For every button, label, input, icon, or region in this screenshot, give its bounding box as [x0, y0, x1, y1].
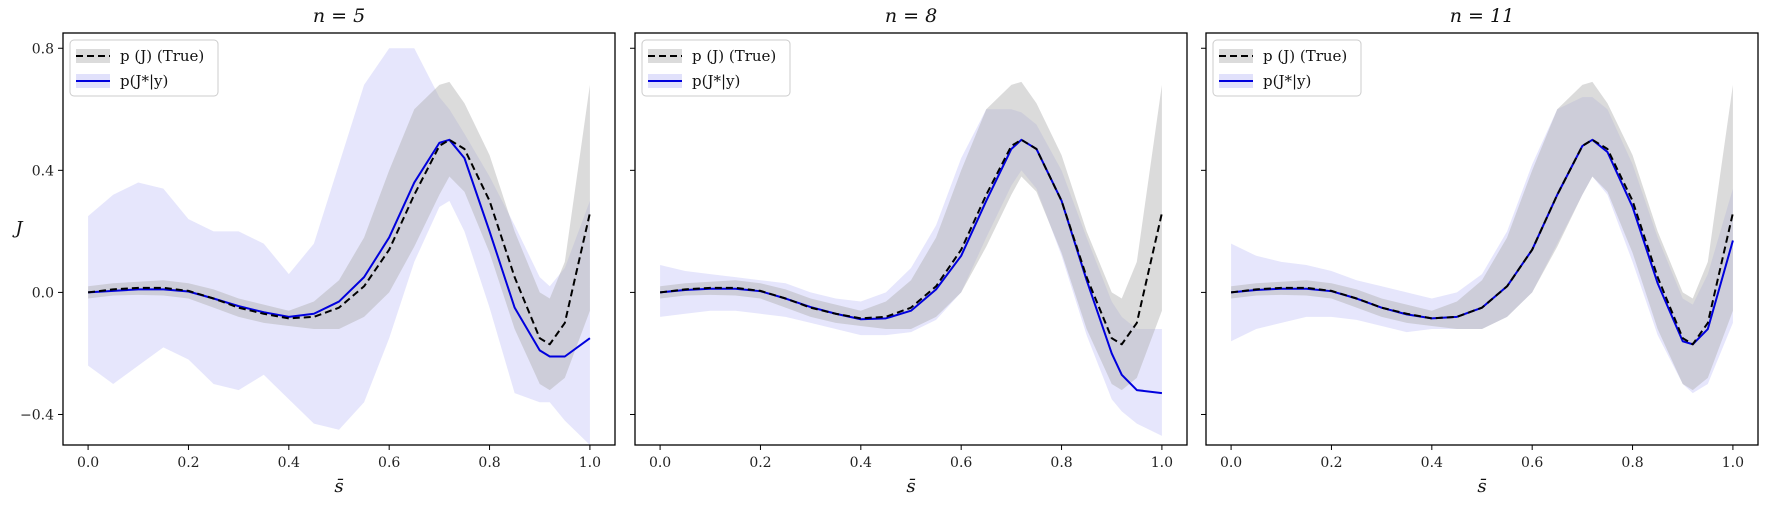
legend-pred-label-n5: p(J*|y) — [120, 72, 168, 90]
legend-pred-label-n8: p(J*|y) — [692, 72, 740, 90]
legend-n8: p (J) (True) p(J*|y) — [641, 39, 791, 97]
x-ticks-n11: 0.0 0.2 0.4 0.6 0.8 1.0 — [1220, 445, 1744, 471]
panel-title-n5: n = 5 — [313, 5, 365, 27]
y-tick-label: 0.0 — [32, 285, 54, 301]
legend-n11: p (J) (True) p(J*|y) — [1212, 39, 1362, 97]
panel-n8: n = 8 s̄ 0.0 0.2 0.4 0.6 0.8 1.0 p (J) (True)… — [630, 5, 1188, 497]
true-mean-line — [659, 138, 1163, 346]
panel-n11: n = 11 s̄ 0.0 0.2 0.4 0.6 0.8 1.0 p (J) (True… — [1201, 5, 1759, 497]
x-tick-label: 0.8 — [478, 455, 500, 471]
x-tick-label: 1.0 — [1151, 455, 1173, 471]
series-layer — [87, 48, 591, 445]
x-tick-label: 0.8 — [1621, 455, 1643, 471]
plot-area-n11 — [1230, 81, 1734, 394]
x-tick-label: 1.0 — [1722, 455, 1744, 471]
true-mean-line — [1230, 138, 1734, 346]
x-tick-label: 0.4 — [1421, 455, 1443, 471]
legend-true-label-n5: p (J) (True) — [120, 47, 204, 65]
y-tick-label: −0.4 — [20, 407, 54, 423]
x-tick-label: 1.0 — [579, 455, 601, 471]
axes-frame-n5 — [62, 32, 616, 446]
legend-pred-label-n11: p(J*|y) — [1263, 72, 1311, 90]
x-axis-label-n8: s̄ — [906, 476, 915, 497]
y-ticks-n11 — [1201, 47, 1206, 415]
x-axis-label-n5: s̄ — [334, 476, 343, 497]
y-tick-label: 0.4 — [32, 163, 54, 179]
x-tick-label: 0.4 — [278, 455, 300, 471]
axes-frame-n8 — [634, 32, 1188, 446]
x-tick-label: 0.6 — [378, 455, 400, 471]
x-tick-label: 0.6 — [1521, 455, 1543, 471]
panel-n5: n = 5 s̄ J −0.4 0.0 0.4 0.8 0.0 0.2 0.4 0.6 0.8… — [11, 5, 616, 497]
x-tick-label: 0.2 — [1320, 455, 1342, 471]
x-axis-label-n11: s̄ — [1477, 476, 1486, 497]
x-tick-label: 0.0 — [77, 455, 99, 471]
true-uncertainty-band — [660, 81, 1162, 391]
y-ticks-n5: −0.4 0.0 0.4 0.8 — [20, 41, 63, 423]
true-mean-line — [87, 138, 591, 346]
plot-area-n5 — [87, 48, 591, 445]
plot-area-n8 — [659, 81, 1163, 436]
panel-title-n8: n = 8 — [885, 5, 937, 27]
x-ticks-n8: 0.0 0.2 0.4 0.6 0.8 1.0 — [649, 445, 1173, 471]
true-uncertainty-band — [1231, 81, 1733, 391]
x-tick-label: 0.8 — [1050, 455, 1072, 471]
x-tick-label: 0.2 — [749, 455, 771, 471]
y-axis-label: J — [11, 218, 24, 239]
series-layer — [1230, 81, 1734, 394]
x-tick-label: 0.0 — [1220, 455, 1242, 471]
axes-frame-n11 — [1205, 32, 1759, 446]
x-ticks-n5: 0.0 0.2 0.4 0.6 0.8 1.0 — [77, 445, 601, 471]
x-tick-label: 0.6 — [950, 455, 972, 471]
series-layer — [659, 81, 1163, 436]
panel-title-n11: n = 11 — [1450, 5, 1514, 27]
x-tick-label: 0.0 — [649, 455, 671, 471]
predicted-uncertainty-band — [1231, 97, 1733, 394]
legend-true-label-n8: p (J) (True) — [692, 47, 776, 65]
legend-n5: p (J) (True) p(J*|y) — [69, 39, 219, 97]
y-tick-label: 0.8 — [32, 41, 54, 57]
legend-true-label-n11: p (J) (True) — [1263, 47, 1347, 65]
x-tick-label: 0.2 — [177, 455, 199, 471]
predicted-uncertainty-band — [660, 109, 1162, 436]
predicted-uncertainty-band — [88, 48, 590, 445]
y-ticks-n8 — [630, 47, 635, 415]
x-tick-label: 0.4 — [850, 455, 872, 471]
